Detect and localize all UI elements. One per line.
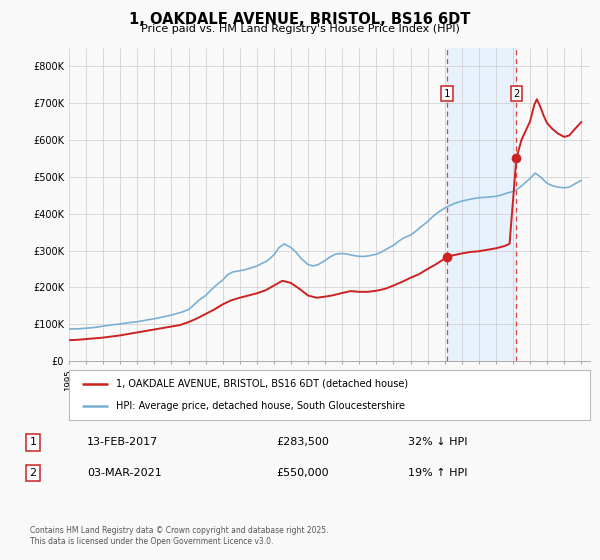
Text: Contains HM Land Registry data © Crown copyright and database right 2025.
This d: Contains HM Land Registry data © Crown c… (30, 526, 329, 546)
Text: £283,500: £283,500 (276, 437, 329, 447)
Text: HPI: Average price, detached house, South Gloucestershire: HPI: Average price, detached house, Sout… (116, 401, 405, 411)
Text: 2: 2 (29, 468, 37, 478)
Text: 19% ↑ HPI: 19% ↑ HPI (408, 468, 467, 478)
Text: 03-MAR-2021: 03-MAR-2021 (87, 468, 162, 478)
Text: 13-FEB-2017: 13-FEB-2017 (87, 437, 158, 447)
Text: 1: 1 (29, 437, 37, 447)
Text: 1, OAKDALE AVENUE, BRISTOL, BS16 6DT: 1, OAKDALE AVENUE, BRISTOL, BS16 6DT (130, 12, 470, 27)
Text: £550,000: £550,000 (276, 468, 329, 478)
Text: 1, OAKDALE AVENUE, BRISTOL, BS16 6DT (detached house): 1, OAKDALE AVENUE, BRISTOL, BS16 6DT (de… (116, 379, 408, 389)
Bar (447, 48, 517, 361)
Text: 32% ↓ HPI: 32% ↓ HPI (408, 437, 467, 447)
Text: Price paid vs. HM Land Registry's House Price Index (HPI): Price paid vs. HM Land Registry's House … (140, 24, 460, 34)
Text: 2: 2 (513, 88, 520, 99)
Text: 1: 1 (444, 88, 451, 99)
